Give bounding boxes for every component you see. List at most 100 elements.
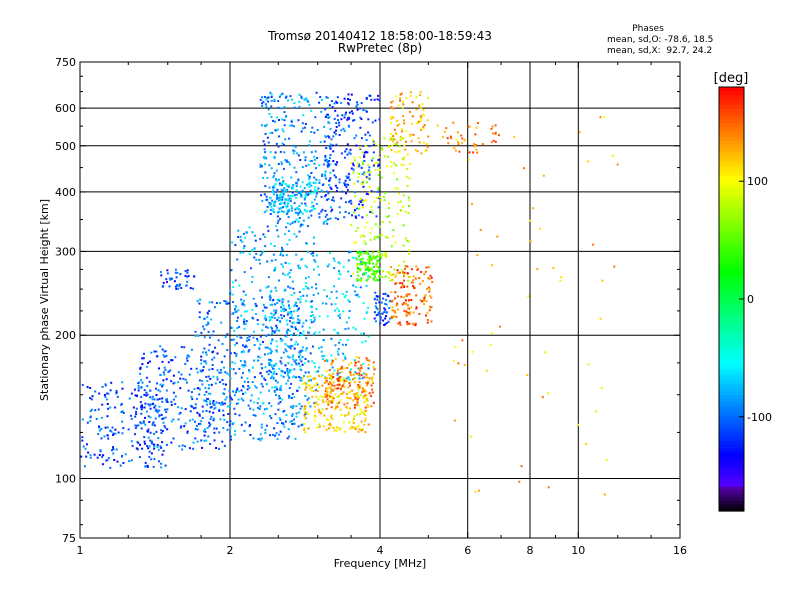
data-point: [220, 371, 223, 374]
data-point: [300, 211, 303, 213]
data-point: [403, 286, 406, 289]
data-point: [165, 398, 168, 401]
data-point: [114, 428, 117, 431]
data-point: [244, 391, 247, 394]
data-point: [320, 189, 323, 192]
data-point: [212, 417, 215, 420]
data-point: [281, 210, 283, 213]
colorbar-segment: [719, 171, 744, 176]
data-point: [347, 376, 350, 379]
y-axis-label: Stationary phase Virtual Height [km]: [38, 199, 51, 401]
data-point: [324, 209, 327, 212]
data-point: [267, 229, 270, 232]
data-point: [463, 364, 466, 367]
data-point: [367, 131, 370, 134]
data-point: [200, 331, 203, 334]
data-point: [290, 382, 293, 385]
data-point: [273, 157, 276, 160]
data-point: [247, 381, 250, 384]
data-point: [353, 427, 356, 430]
data-point: [422, 126, 425, 128]
data-point: [491, 125, 494, 128]
data-point: [312, 314, 314, 317]
data-point: [342, 391, 345, 394]
data-point: [377, 270, 380, 273]
data-point: [315, 370, 318, 373]
data-point: [332, 135, 335, 138]
data-point: [207, 387, 210, 390]
data-point: [377, 174, 380, 176]
data-point: [221, 379, 224, 381]
data-point: [427, 277, 430, 280]
data-point: [371, 121, 374, 124]
data-point: [275, 386, 278, 389]
data-point: [371, 251, 374, 254]
data-point: [263, 193, 266, 196]
data-point: [148, 421, 151, 423]
data-point: [288, 387, 291, 389]
data-point: [161, 385, 164, 388]
data-point: [256, 339, 259, 342]
data-point: [302, 219, 305, 222]
data-point: [168, 277, 171, 280]
data-point: [347, 413, 350, 416]
data-point: [262, 250, 265, 253]
data-point: [232, 286, 235, 288]
data-point: [112, 446, 114, 449]
data-point: [139, 443, 141, 446]
data-point: [186, 271, 189, 274]
data-point: [398, 145, 401, 148]
data-point: [391, 140, 394, 143]
data-point: [281, 307, 284, 310]
data-point: [194, 420, 196, 423]
data-point: [262, 140, 265, 143]
data-point: [233, 394, 236, 397]
data-point: [209, 443, 212, 445]
data-point: [339, 262, 341, 265]
data-point: [369, 231, 372, 234]
data-point: [207, 330, 210, 333]
data-point: [243, 346, 246, 348]
data-point: [286, 184, 289, 187]
data-point: [208, 384, 210, 386]
colorbar-segment: [719, 408, 744, 413]
data-point: [100, 416, 103, 419]
data-point: [337, 119, 339, 122]
data-point: [266, 136, 269, 139]
data-point: [520, 465, 523, 468]
data-point: [381, 276, 384, 278]
data-point: [223, 418, 226, 421]
data-point: [205, 375, 208, 378]
data-point: [379, 199, 382, 202]
data-point: [248, 425, 251, 428]
data-point: [399, 200, 402, 203]
data-point: [326, 315, 329, 318]
data-point: [347, 98, 349, 100]
data-point: [101, 455, 104, 458]
data-point: [174, 271, 177, 274]
data-point: [315, 167, 317, 170]
data-point: [366, 214, 369, 217]
data-point: [399, 135, 402, 138]
data-point: [193, 388, 196, 390]
colorbar-segment: [719, 454, 744, 459]
data-point: [164, 416, 167, 419]
data-point: [146, 444, 149, 447]
data-point: [399, 271, 401, 274]
data-point: [352, 162, 354, 165]
data-point: [323, 221, 326, 223]
data-point: [278, 367, 281, 370]
data-point: [408, 177, 411, 180]
data-point: [114, 406, 117, 409]
data-point: [287, 428, 290, 431]
data-point: [342, 127, 345, 130]
data-point: [264, 171, 267, 174]
data-point: [257, 406, 259, 409]
data-point: [289, 345, 292, 348]
colorbar-segment: [719, 129, 744, 134]
data-point: [212, 411, 215, 414]
data-point: [157, 389, 160, 392]
data-point: [354, 364, 357, 367]
data-point: [273, 100, 276, 102]
data-point: [279, 337, 282, 340]
